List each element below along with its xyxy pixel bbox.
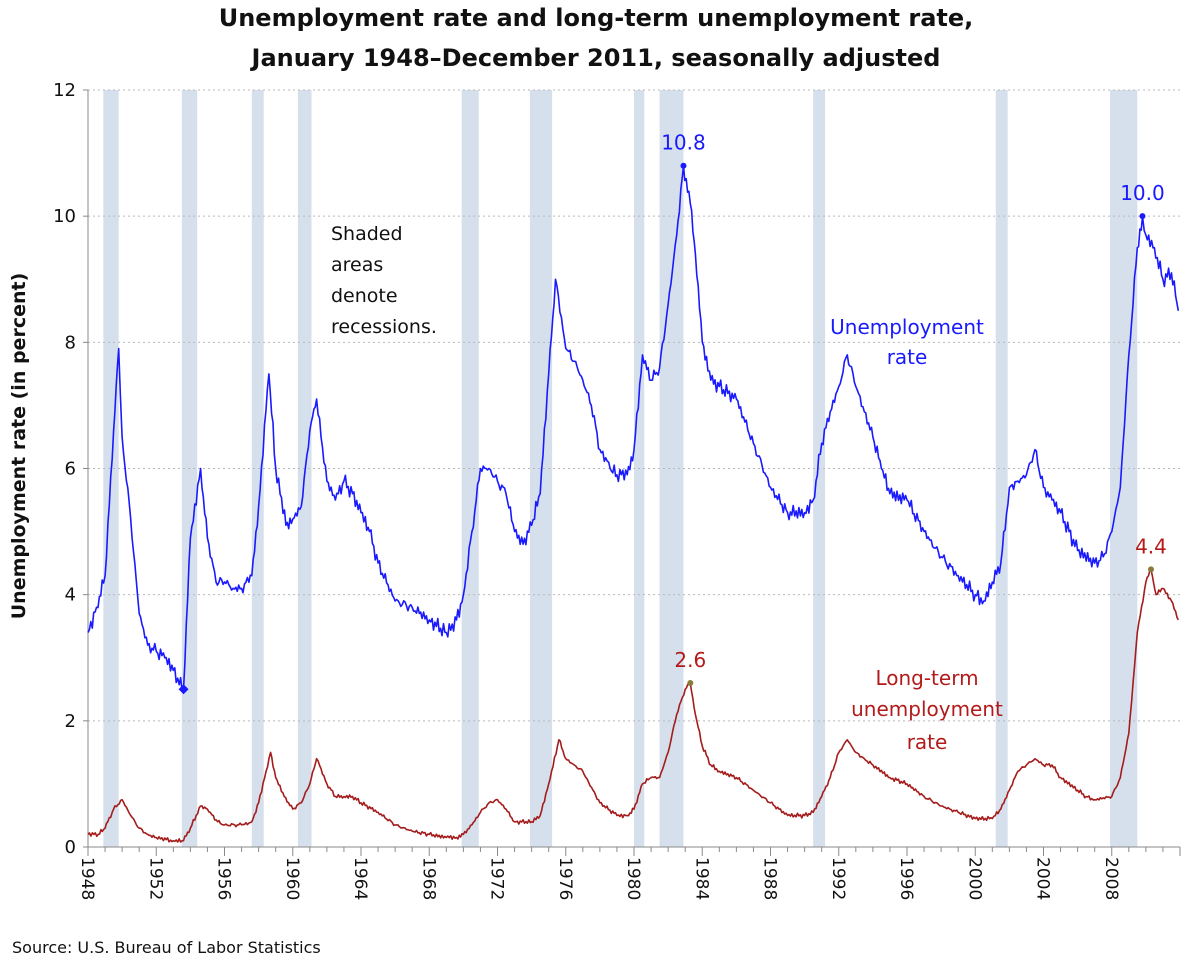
note-line: Shaded — [331, 223, 403, 245]
recession-band — [461, 90, 479, 847]
peak-marker — [1147, 566, 1154, 573]
recession-band — [659, 90, 684, 847]
trough-marker — [178, 684, 189, 695]
recession-band — [995, 90, 1008, 847]
x-tick-label: 1964 — [350, 857, 370, 900]
y-tick-labels: 0 2 4 6 8 10 12 — [53, 80, 76, 858]
series-label-line: rate — [907, 730, 948, 754]
series-lines — [87, 164, 1180, 843]
y-axis-label: Unemployment rate (in percent) — [8, 273, 30, 620]
note-line: recessions. — [331, 316, 437, 338]
y-tick-label: 6 — [65, 459, 76, 480]
x-tick-labels: 1948 1952 1956 1960 1964 1968 1972 1976 1980 1984… — [77, 857, 1121, 900]
peak-annotation: 10.8 — [661, 131, 706, 155]
peak-annotation: 10.0 — [1120, 181, 1165, 205]
y-tick-label: 10 — [53, 206, 76, 227]
series-label-line: Unemployment — [830, 315, 984, 339]
x-tick-label: 1980 — [623, 857, 643, 900]
y-tick-label: 0 — [65, 837, 76, 858]
unemployment-rate-label: Unemployment rate — [830, 315, 984, 369]
x-tick-label: 1988 — [760, 857, 780, 900]
x-tick-label: 2004 — [1033, 857, 1053, 900]
x-tick-label: 1948 — [77, 857, 97, 900]
series-label-line: Long-term — [875, 666, 978, 690]
gridlines — [88, 89, 1180, 722]
x-tick-label: 1992 — [828, 857, 848, 900]
x-tick-label: 1972 — [487, 857, 507, 900]
x-tick-label: 1952 — [145, 857, 165, 900]
x-tick-label: 1968 — [418, 857, 438, 900]
chart-title-line-2: January 1948–December 2011, seasonally a… — [250, 44, 941, 72]
recession-note: Shaded areas denote recessions. — [331, 223, 437, 338]
x-tick-label: 1960 — [282, 857, 302, 900]
peak-marker — [680, 162, 687, 169]
note-line: denote — [331, 285, 398, 307]
peak-marker — [687, 679, 694, 686]
x-tick-label: 1956 — [214, 857, 234, 900]
y-tick-label: 12 — [53, 80, 76, 101]
axes — [83, 89, 1181, 856]
chart-title-line-1: Unemployment rate and long-term unemploy… — [219, 4, 974, 32]
y-tick-label: 4 — [65, 585, 76, 606]
x-tick-label: 2008 — [1101, 857, 1121, 900]
series-label-line: unemployment — [851, 697, 1003, 721]
series-label-line: rate — [887, 345, 928, 369]
recession-band — [251, 90, 264, 847]
y-tick-label: 2 — [65, 711, 76, 732]
peak-annotation: 2.6 — [674, 648, 706, 672]
annotations: 10.8 10.0 2.6 4.4 — [178, 131, 1167, 695]
source-note: Source: U.S. Bureau of Labor Statistics — [12, 938, 321, 957]
peak-marker — [1139, 213, 1146, 220]
peak-annotation: 4.4 — [1135, 534, 1167, 558]
note-line: areas — [331, 254, 383, 276]
x-tick-label: 1984 — [691, 857, 711, 900]
x-tick-label: 1996 — [896, 857, 916, 900]
long-term-rate-label: Long-term unemployment rate — [851, 666, 1003, 754]
x-tick-label: 2000 — [964, 857, 984, 900]
unemployment-rate-line — [87, 164, 1180, 692]
y-tick-label: 8 — [65, 332, 76, 353]
x-tick-label: 1976 — [555, 857, 575, 900]
long-term-unemployment-rate-line — [87, 568, 1180, 843]
